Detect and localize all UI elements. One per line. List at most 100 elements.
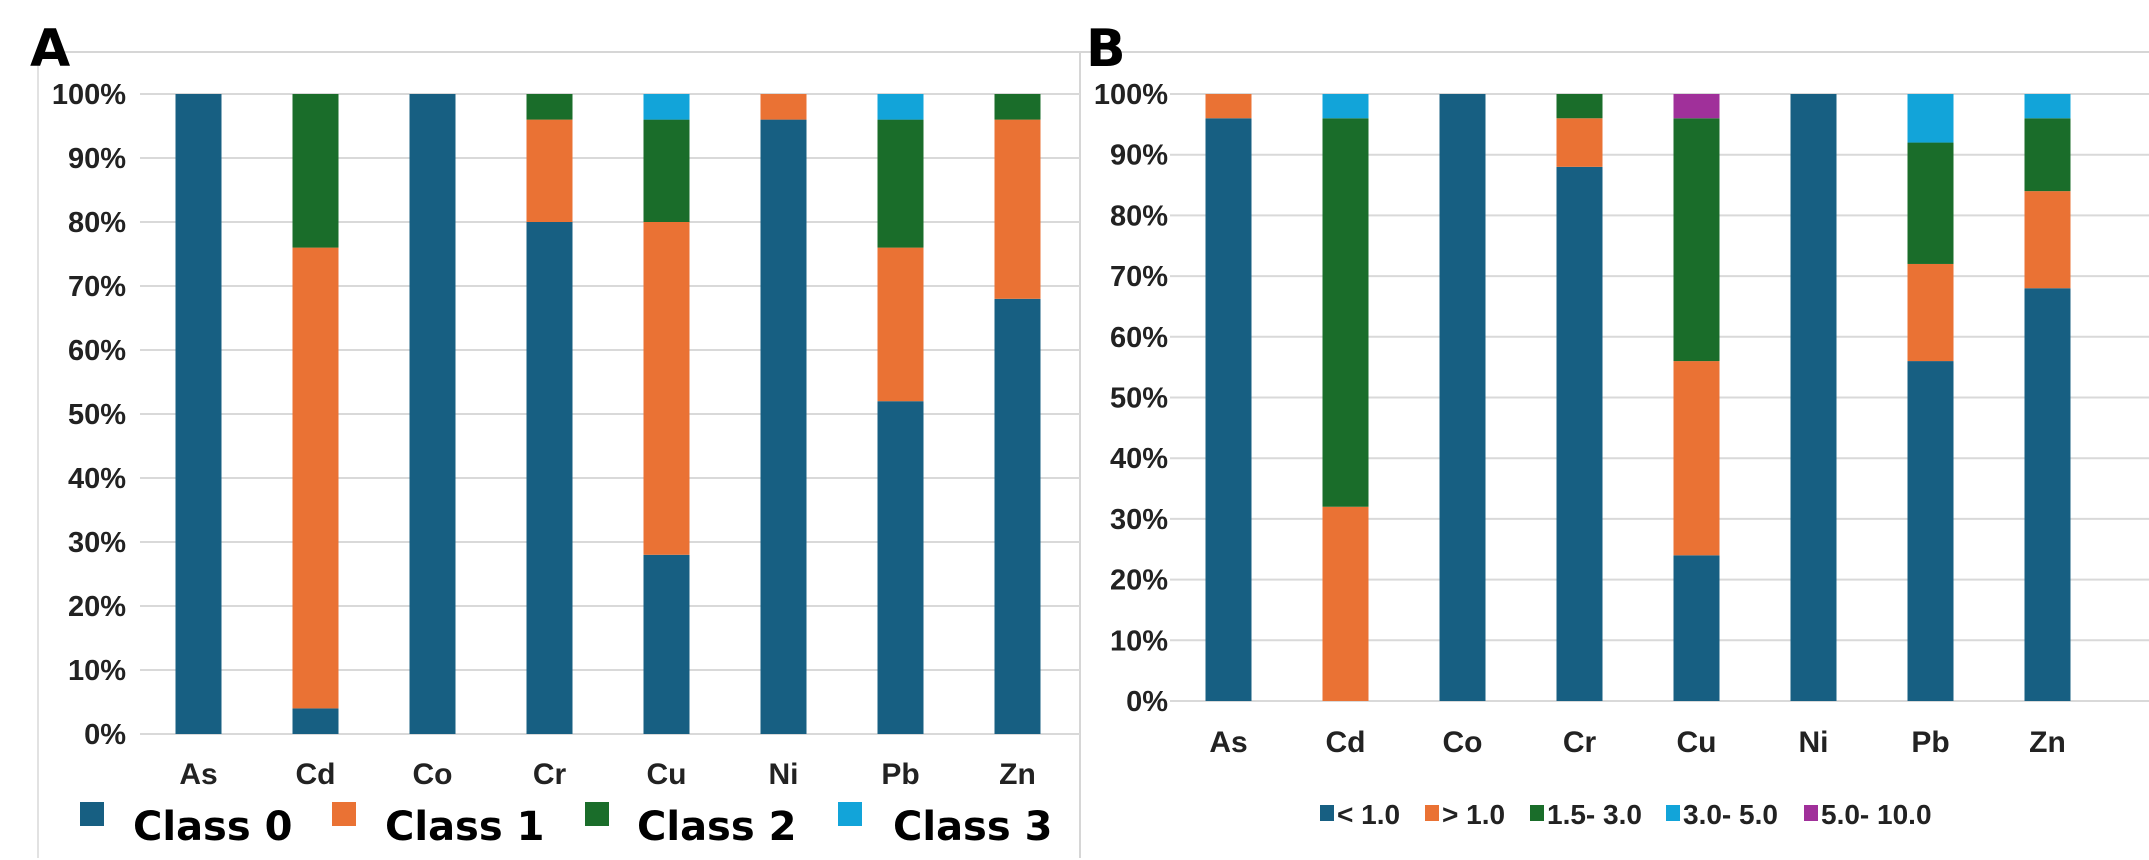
panel-a-bar-zn-segment-0 bbox=[994, 298, 1041, 734]
panel-a-legend-label: Class 1 bbox=[385, 804, 544, 850]
panel-b-legend: < 1.0 > 1.0 1.5- 3.0 3.0- 5.0 5.0- 10.0 bbox=[1320, 799, 1932, 830]
panel-b-x-tick-label: Cd bbox=[1326, 726, 1366, 759]
panel-a-legend-swatch bbox=[838, 802, 862, 826]
panel-a-bar-cr-segment-2 bbox=[526, 94, 573, 120]
panel-a-legend-swatch bbox=[80, 802, 104, 826]
panel-b-y-tick-label: 0% bbox=[1126, 686, 1168, 718]
panel-a-y-tick-label: 50% bbox=[68, 399, 126, 431]
panel-a-x-tick-label: Pb bbox=[881, 758, 919, 791]
panel-b-legend-label: 1.5- 3.0 bbox=[1547, 799, 1642, 830]
panel-b-legend-swatch bbox=[1666, 805, 1680, 821]
panel-b-bar-zn-segment-1 bbox=[2024, 191, 2071, 289]
panel-a-x-tick-label: Cd bbox=[296, 758, 336, 791]
panel-a-legend-swatch bbox=[332, 802, 356, 826]
panel-a-bar-pb-segment-0 bbox=[877, 401, 924, 734]
panel-a-bar-ni-segment-1 bbox=[760, 94, 807, 120]
panel-b-bar-pb-segment-3 bbox=[1907, 94, 1954, 143]
panel-a-x-tick-label: Cr bbox=[533, 758, 567, 791]
panel-b-legend-swatch bbox=[1425, 805, 1439, 821]
panel-b-legend-swatch bbox=[1320, 805, 1334, 821]
panel-b-bar-zn-segment-0 bbox=[2024, 288, 2071, 701]
panel-a-bar-cd-segment-1 bbox=[292, 247, 339, 709]
panel-b-bar-cu-segment-4 bbox=[1673, 94, 1720, 119]
panel-a-x-tick-label: Co bbox=[413, 758, 453, 791]
panel-a-x-tick-label: Zn bbox=[999, 758, 1036, 791]
panel-b-y-tick-label: 20% bbox=[1110, 565, 1168, 597]
panel-a-bar-cd-segment-2 bbox=[292, 94, 339, 248]
panel-a-y-tick-label: 60% bbox=[68, 335, 126, 367]
panel-b-legend-label: 3.0- 5.0 bbox=[1683, 799, 1778, 830]
panel-b-bar-pb-segment-1 bbox=[1907, 263, 1954, 362]
panel-a-bar-cu-segment-1 bbox=[643, 222, 690, 555]
panel-b-y-tick-label: 60% bbox=[1110, 322, 1168, 354]
panel-b: B 0% 10% 20% 30% 40% 50% 60% 70% 80% 90% 100% As Cd C… bbox=[1080, 19, 2149, 830]
panel-b-bar-as-segment-0 bbox=[1205, 118, 1252, 701]
panel-b-y-tick-label: 100% bbox=[1094, 79, 1168, 111]
panel-a-plot: 0% 10% 20% 30% 40% 50% 60% 70% 80% 90% 100% As Cd Co C… bbox=[52, 79, 1080, 791]
panel-a-y-tick-label: 0% bbox=[84, 719, 126, 751]
panel-a-label: A bbox=[30, 19, 70, 79]
panel-a-y-tick-label: 70% bbox=[68, 271, 126, 303]
panel-a-bar-zn-segment-1 bbox=[994, 119, 1041, 299]
panel-b-bar-zn-segment-2 bbox=[2024, 118, 2071, 192]
panel-a-y-tick-label: 30% bbox=[68, 527, 126, 559]
panel-a-bar-cu-segment-2 bbox=[643, 119, 690, 222]
panel-b-y-tick-label: 90% bbox=[1110, 140, 1168, 172]
panel-a-bar-co-segment-0 bbox=[409, 94, 456, 734]
panel-b-x-tick-label: Zn bbox=[2029, 726, 2066, 759]
panel-b-x-tick-label: Ni bbox=[1799, 726, 1829, 759]
panel-a-y-tick-label: 80% bbox=[68, 207, 126, 239]
panel-a: A 0%10%20%30%40%50%60%70%80%90%100%As Cd C… bbox=[30, 19, 1081, 858]
panel-b-label: B bbox=[1086, 19, 1126, 79]
panel-a-x-tick-label: As bbox=[179, 758, 217, 791]
panel-b-y-tick-label: 40% bbox=[1110, 443, 1168, 475]
panel-b-y-tick-label: 10% bbox=[1110, 625, 1168, 657]
panel-b-bar-ni-segment-0 bbox=[1790, 94, 1837, 701]
panel-b-bar-cd-segment-3 bbox=[1322, 94, 1369, 119]
panel-a-y-tick-label: 10% bbox=[68, 655, 126, 687]
panel-b-legend-swatch bbox=[1804, 805, 1818, 821]
panel-b-bar-pb-segment-0 bbox=[1907, 361, 1954, 701]
panel-a-y-tick-label: 40% bbox=[68, 463, 126, 495]
panel-b-y-tick-label: 80% bbox=[1110, 200, 1168, 232]
panel-a-bar-as-segment-0 bbox=[175, 94, 222, 734]
panel-b-bar-cr-segment-0 bbox=[1556, 166, 1603, 702]
panel-a-bar-pb-segment-2 bbox=[877, 119, 924, 248]
panel-a-bar-pb-segment-1 bbox=[877, 247, 924, 402]
panel-b-legend-label: > 1.0 bbox=[1442, 799, 1505, 830]
panel-b-bar-cu-segment-1 bbox=[1673, 361, 1720, 556]
panel-b-bar-cd-segment-1 bbox=[1322, 506, 1369, 701]
panel-a-bar-cu-segment-0 bbox=[643, 554, 690, 734]
panel-a-x-tick-label: Cu bbox=[647, 758, 687, 791]
panel-a-bar-cd-segment-0 bbox=[292, 708, 339, 734]
panel-a-bar-pb-segment-3 bbox=[877, 94, 924, 120]
panel-b-x-tick-label: As bbox=[1209, 726, 1247, 759]
panel-a-y-tick-label: 100% bbox=[52, 79, 126, 111]
panel-b-y-tick-label: 70% bbox=[1110, 261, 1168, 293]
panel-b-bar-cr-segment-1 bbox=[1556, 118, 1603, 167]
panel-a-bar-cr-segment-1 bbox=[526, 119, 573, 222]
panel-a-y-tick-label: 20% bbox=[68, 591, 126, 623]
panel-b-legend-label: < 1.0 bbox=[1337, 799, 1400, 830]
panel-b-bar-zn-segment-3 bbox=[2024, 94, 2071, 119]
panel-b-x-tick-label: Cu bbox=[1677, 726, 1717, 759]
panel-a-legend-swatch bbox=[585, 802, 609, 826]
panel-b-x-tick-label: Co bbox=[1443, 726, 1483, 759]
panel-a-legend-label: Class 3 bbox=[893, 804, 1052, 850]
panel-a-legend-label: Class 0 bbox=[133, 804, 292, 850]
panel-b-bar-cr-segment-2 bbox=[1556, 94, 1603, 119]
panel-b-bar-co-segment-0 bbox=[1439, 94, 1486, 701]
panel-b-y-tick-label: 50% bbox=[1110, 383, 1168, 415]
panel-a-bar-cu-segment-3 bbox=[643, 94, 690, 120]
panel-b-bar-cu-segment-2 bbox=[1673, 118, 1720, 362]
panel-b-x-tick-label: Cr bbox=[1563, 726, 1597, 759]
panel-a-legend-label: Class 2 bbox=[637, 804, 796, 850]
panel-a-bar-ni-segment-0 bbox=[760, 119, 807, 735]
panel-b-bar-cu-segment-0 bbox=[1673, 555, 1720, 701]
panel-a-bar-cr-segment-0 bbox=[526, 222, 573, 734]
panel-b-legend-swatch bbox=[1530, 805, 1544, 821]
panel-b-plot: 0% 10% 20% 30% 40% 50% 60% 70% 80% 90% 100% As Cd Co C… bbox=[1094, 79, 2149, 759]
panel-b-x-tick-label: Pb bbox=[1911, 726, 1949, 759]
panel-a-x-tick-label: Ni bbox=[769, 758, 799, 791]
